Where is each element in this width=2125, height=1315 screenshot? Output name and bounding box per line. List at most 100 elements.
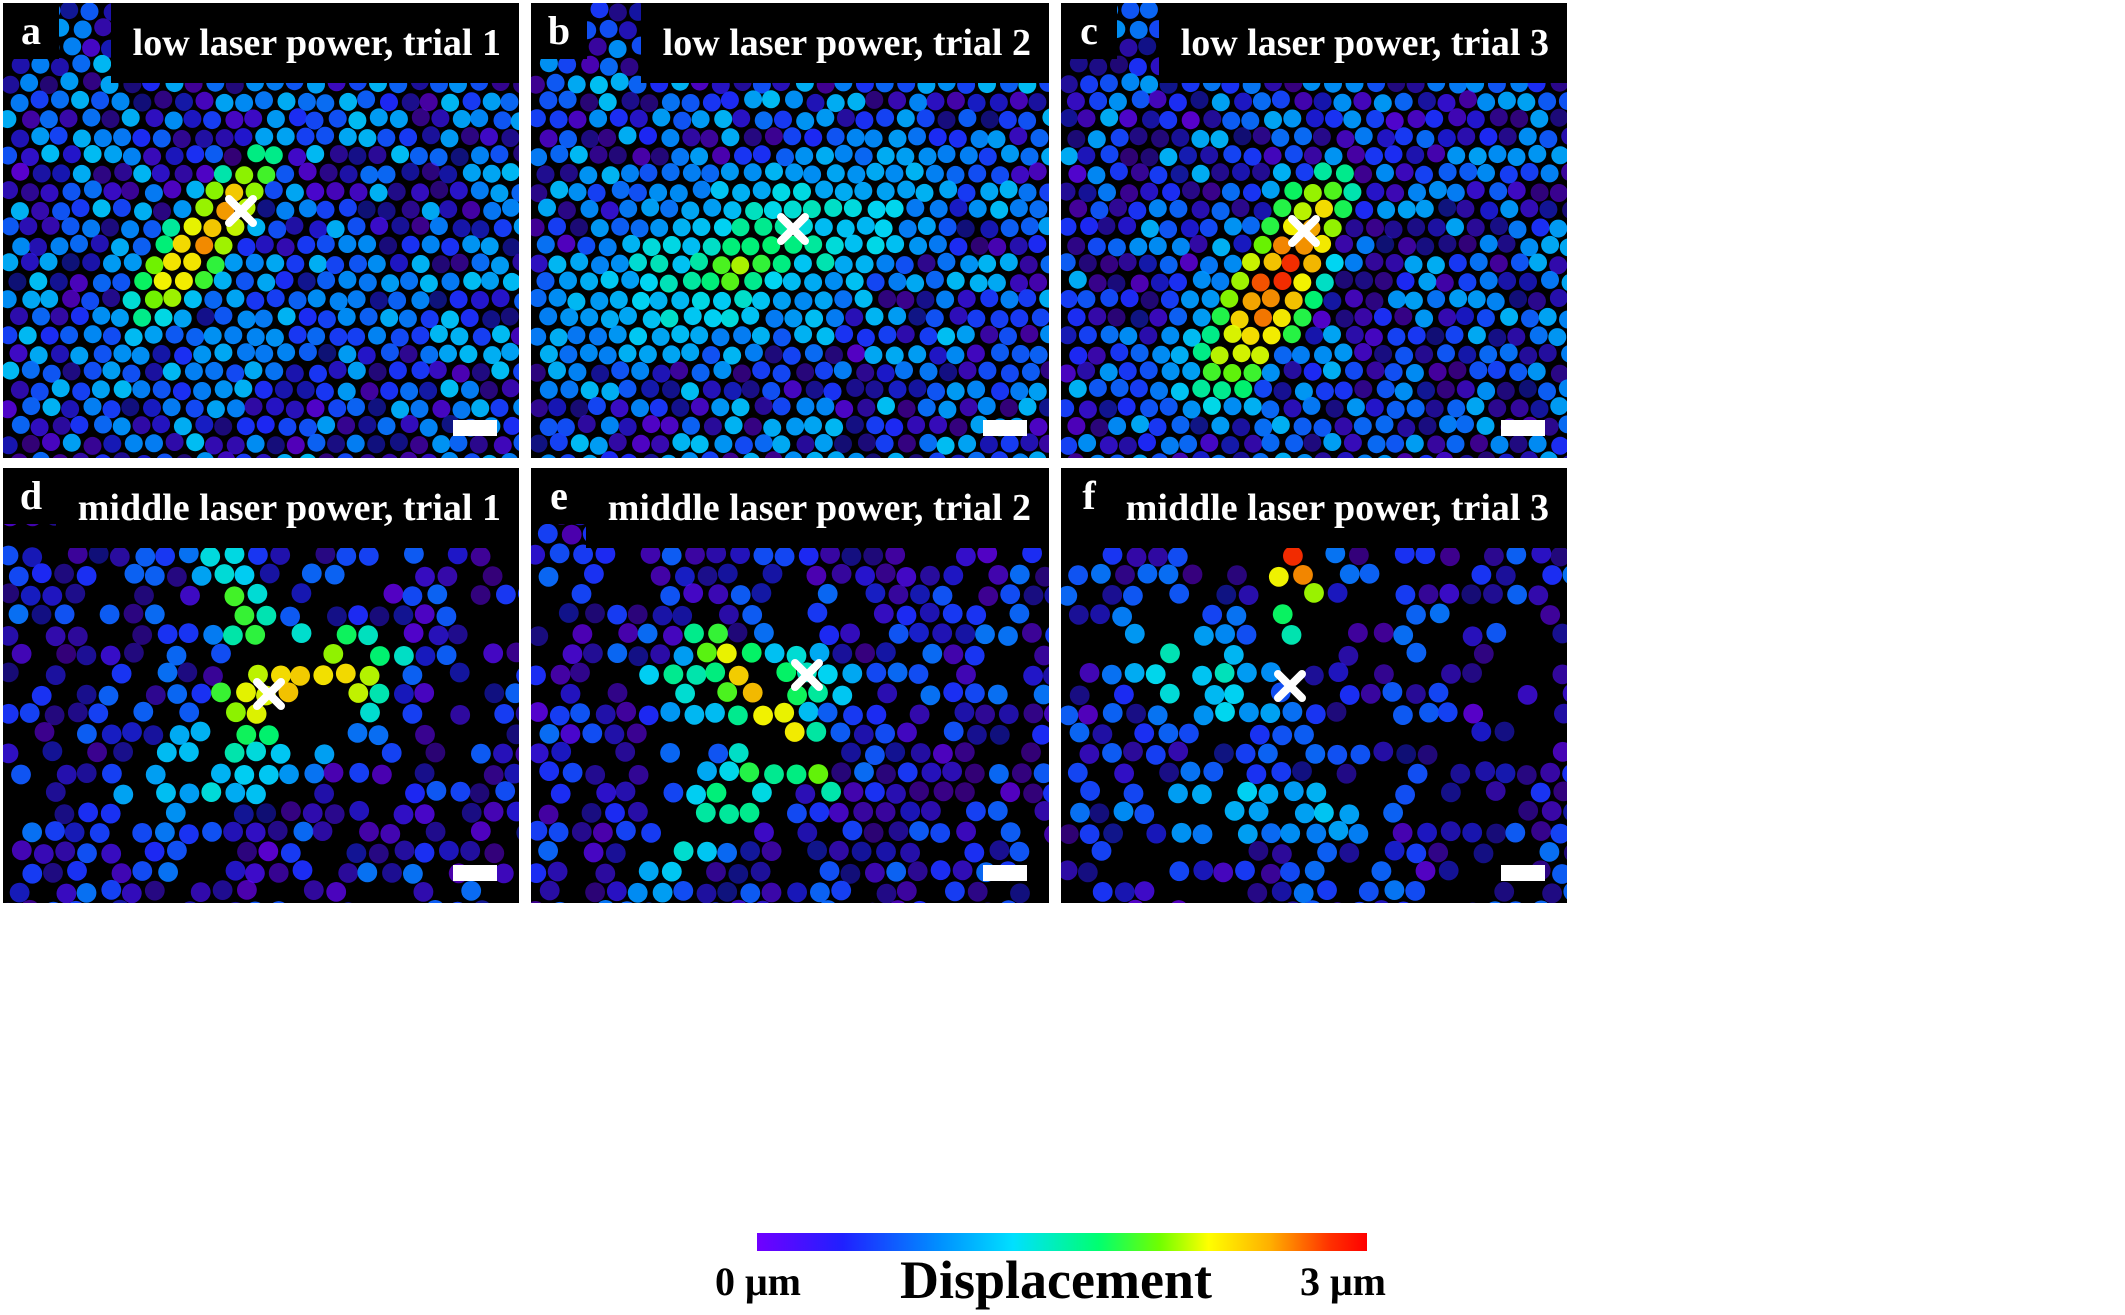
- particle: [1099, 363, 1118, 382]
- particle: [754, 822, 774, 843]
- particle: [786, 417, 805, 436]
- particle: [1192, 784, 1212, 805]
- particle: [1009, 603, 1030, 624]
- particle: [1159, 397, 1178, 416]
- particle: [49, 272, 68, 291]
- particle: [1273, 346, 1292, 365]
- particle: [399, 128, 418, 147]
- particle: [42, 364, 61, 383]
- particle: [1190, 90, 1209, 109]
- particle: [516, 668, 519, 683]
- particle: [203, 111, 222, 130]
- particle: [1550, 108, 1567, 127]
- particle: [439, 344, 457, 363]
- particle: [722, 237, 741, 256]
- particle: [1485, 781, 1506, 801]
- particle: [660, 416, 679, 435]
- particle: [516, 826, 519, 840]
- particle: [846, 128, 865, 147]
- particle: [1498, 271, 1517, 290]
- particle: [683, 307, 702, 326]
- particle: [640, 544, 661, 564]
- particle: [1495, 565, 1516, 586]
- particle: [1020, 147, 1039, 166]
- particle: [475, 900, 489, 903]
- particle: [598, 346, 617, 365]
- scale-bar: [1501, 865, 1545, 881]
- particle: [390, 254, 408, 272]
- particle: [513, 363, 519, 381]
- particle: [298, 199, 317, 218]
- particle: [403, 623, 424, 643]
- particle: [1199, 218, 1218, 237]
- particle: [39, 252, 58, 271]
- particle: [143, 398, 161, 417]
- particle: [706, 862, 726, 882]
- particle: [1159, 111, 1178, 129]
- particle: [560, 724, 581, 744]
- particle: [618, 344, 637, 363]
- particle: [559, 345, 578, 364]
- particle: [347, 217, 366, 236]
- particle: [1182, 400, 1201, 419]
- particle: [328, 399, 347, 418]
- particle: [248, 664, 268, 685]
- particle: [967, 93, 986, 112]
- particle: [429, 324, 448, 343]
- particle: [809, 802, 830, 823]
- particle: [1489, 182, 1508, 201]
- particle: [1271, 128, 1290, 147]
- panel-b: b low laser power, trial 2: [531, 3, 1049, 458]
- particle: [743, 163, 762, 182]
- particle: [1350, 744, 1371, 765]
- particle: [133, 164, 152, 183]
- particle: [1160, 643, 1180, 664]
- particle: [570, 218, 588, 237]
- particle: [380, 343, 399, 362]
- particle: [652, 605, 673, 626]
- particle: [1304, 665, 1324, 686]
- particle: [42, 433, 60, 451]
- particle: [1343, 183, 1362, 202]
- particle: [1459, 90, 1477, 109]
- particle: [1466, 218, 1485, 237]
- particle: [202, 821, 222, 842]
- particle: [626, 723, 647, 744]
- particle: [56, 644, 77, 664]
- particle: [569, 145, 588, 164]
- particle: [1041, 147, 1049, 166]
- particle: [401, 200, 420, 219]
- particle: [61, 217, 80, 236]
- particle: [539, 724, 560, 744]
- particle: [484, 843, 505, 864]
- particle: [1385, 254, 1404, 272]
- particle: [1079, 663, 1100, 683]
- particle: [551, 741, 572, 762]
- particle: [1068, 379, 1087, 398]
- particle: [750, 861, 771, 882]
- particle: [802, 200, 821, 219]
- particle: [133, 308, 152, 327]
- particle: [179, 783, 200, 804]
- particle: [549, 328, 568, 347]
- particle: [661, 454, 676, 458]
- particle: [324, 564, 345, 585]
- particle: [607, 643, 628, 663]
- particle: [22, 397, 41, 416]
- particle: [152, 380, 171, 399]
- particle: [1020, 433, 1039, 452]
- particle: [538, 198, 556, 217]
- particle: [452, 901, 463, 903]
- particle: [531, 665, 546, 686]
- particle: [3, 583, 20, 604]
- particle: [855, 255, 874, 274]
- particle: [720, 162, 739, 181]
- particle: [805, 309, 824, 328]
- particle: [787, 803, 807, 824]
- particle: [153, 202, 171, 221]
- particle: [92, 199, 111, 218]
- particle: [1505, 822, 1526, 843]
- particle: [1323, 433, 1342, 451]
- particle: [1530, 183, 1549, 202]
- particle: [1440, 821, 1461, 842]
